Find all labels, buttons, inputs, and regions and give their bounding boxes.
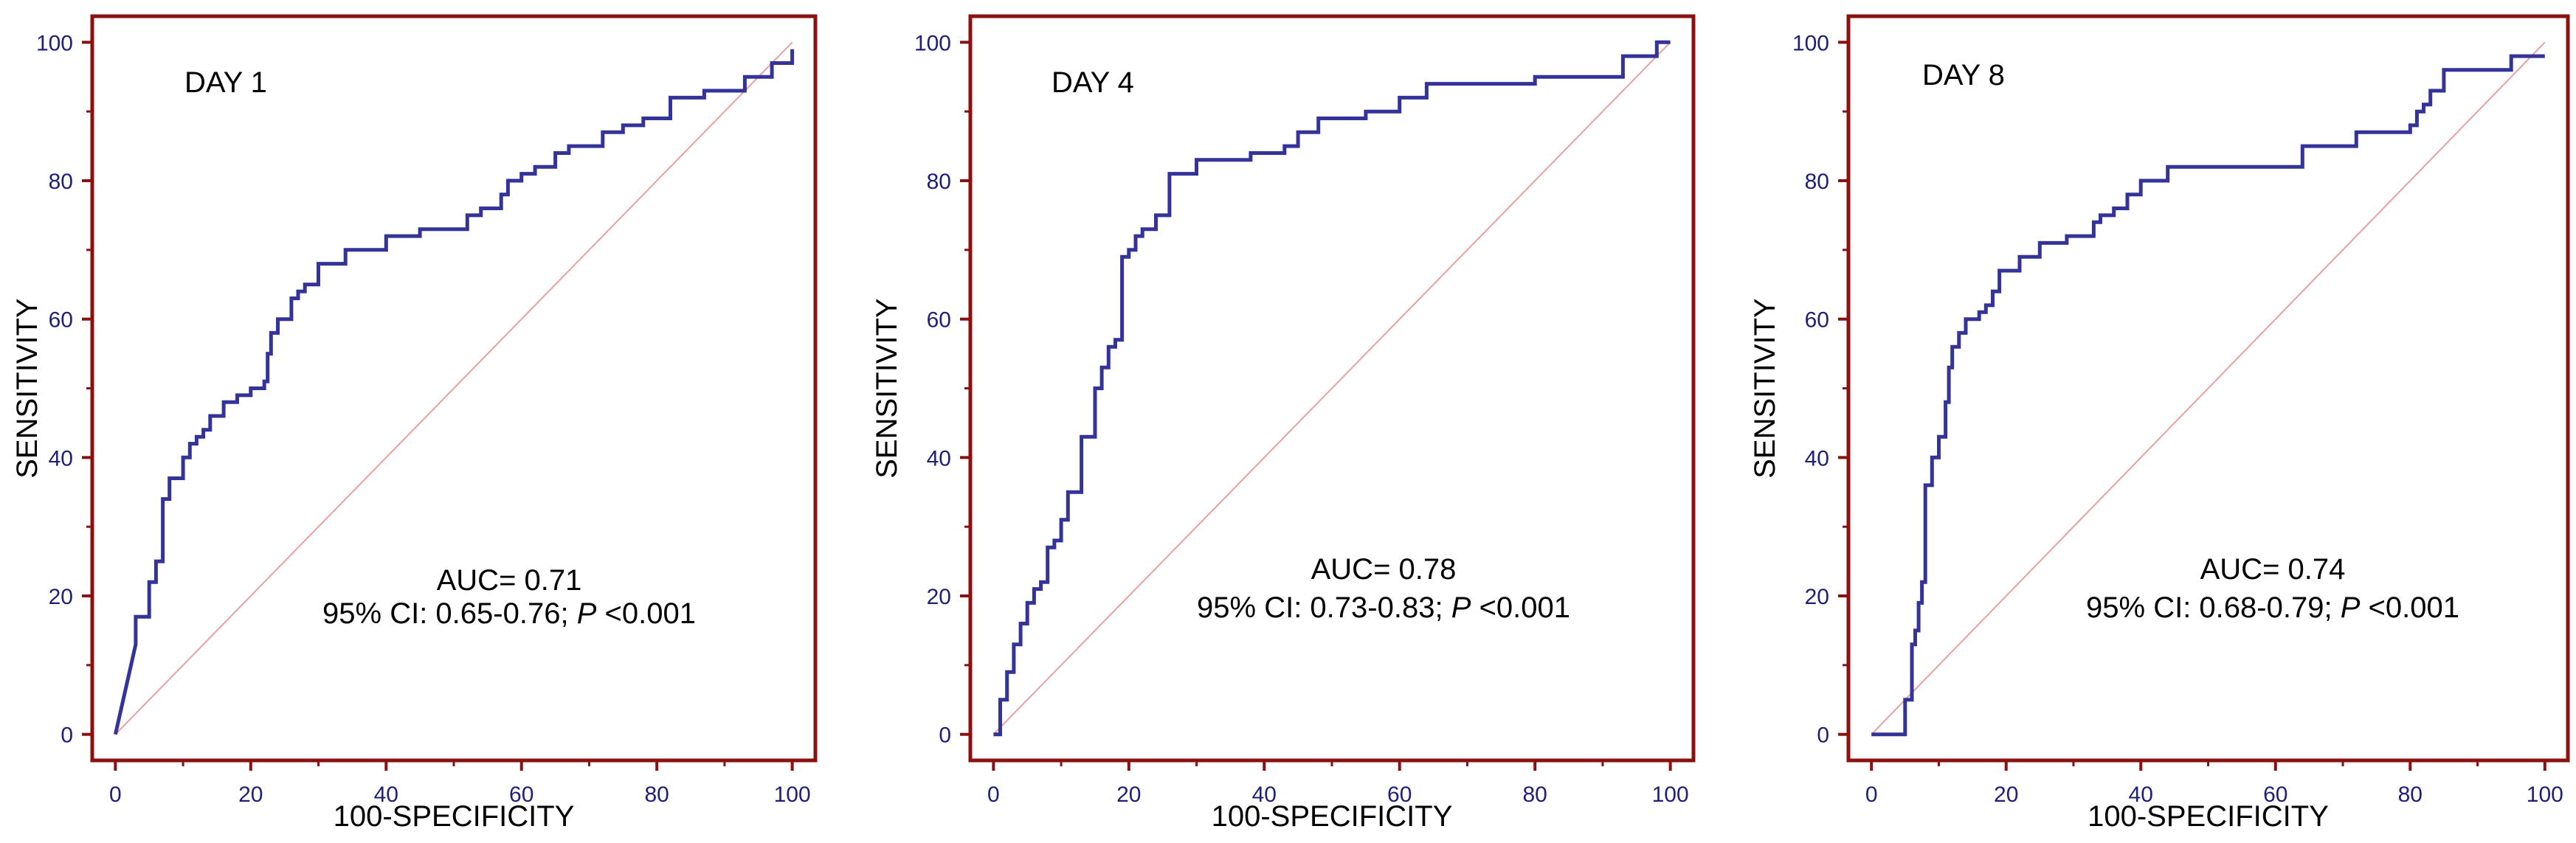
x-tick-label: 60 [1387,783,1412,807]
y-tick-label: 100 [36,31,73,55]
x-axis-label: 100-SPECIFICITY [1212,800,1453,833]
y-axis-label: SENSITIVITY [871,298,903,479]
y-tick-label: 20 [1805,585,1829,609]
roc-curve [993,40,1671,737]
panel-title: DAY 4 [1052,66,1134,99]
y-tick-label: 40 [49,446,73,471]
ci-text: 95% CI: 0.73-0.83; [1197,592,1451,624]
x-tick-label: 20 [1994,783,2018,807]
p-value: <0.001 [1471,592,1570,624]
panel-title: DAY 8 [1922,59,2005,91]
x-tick-label: 60 [509,783,533,807]
x-tick-label: 80 [2398,783,2423,807]
x-tick-label: 80 [644,783,669,807]
x-tick-label: 60 [2263,783,2287,807]
y-axis-label: SENSITIVITY [11,298,44,479]
auc-annotation: AUC= 0.74 [2200,553,2346,586]
reference-diagonal-line [1871,41,2546,735]
chart-panel-day-1: 0 20 40 60 80 100 0 20 40 60 80 100 100-SPECIFICITY S… [11,14,818,833]
p-symbol: P [577,597,597,630]
x-axis-label: 100-SPECIFICITY [2088,800,2329,833]
x-tick-label: 100 [2527,783,2563,807]
x-tick-label: 20 [238,783,263,807]
y-tick-label: 80 [927,170,951,194]
ci-annotation: 95% CI: 0.68-0.79; P <0.001 [2086,592,2459,624]
p-symbol: P [2341,592,2361,624]
y-tick-label: 100 [914,31,951,55]
y-tick-label: 80 [1805,170,1829,194]
x-tick-label: 80 [1522,783,1547,807]
y-tick-label: 0 [1817,724,1829,748]
chart-panel-day-4: 0 20 40 60 80 100 0 20 40 60 80 100 100-SPECIFICITY S… [871,14,1696,833]
p-value: <0.001 [2360,592,2459,624]
p-value: <0.001 [596,597,696,630]
x-tick-label: 20 [1116,783,1141,807]
auc-annotation: AUC= 0.78 [1311,553,1457,586]
y-tick-label: 100 [1792,31,1829,55]
y-tick-label: 60 [1805,308,1829,333]
x-tick-label: 0 [1865,783,1878,807]
x-tick-label: 100 [1652,783,1689,807]
ci-text: 95% CI: 0.68-0.79; [2086,592,2341,624]
y-tick-label: 40 [1805,446,1829,471]
y-tick-label: 60 [49,308,73,333]
x-tick-label: 40 [1252,783,1277,807]
reference-diagonal-line [114,41,793,735]
auc-annotation: AUC= 0.71 [437,564,582,597]
y-tick-label: 20 [927,585,951,609]
chart-panel-day-8: 0 20 40 60 80 100 0 20 40 60 80 100 100-SPECIFICITY S… [1749,14,2570,833]
ci-text: 95% CI: 0.65-0.76; [322,597,577,630]
ci-annotation: 95% CI: 0.65-0.76; P <0.001 [322,597,696,630]
x-tick-label: 0 [987,783,1000,807]
p-symbol: P [1451,592,1471,624]
ci-annotation: 95% CI: 0.73-0.83; P <0.001 [1197,592,1570,624]
y-tick-label: 80 [49,170,73,194]
y-tick-label: 60 [927,308,951,333]
y-tick-label: 20 [49,585,73,609]
x-axis-label: 100-SPECIFICITY [334,800,575,833]
x-tick-label: 0 [109,783,122,807]
y-tick-label: 0 [939,724,951,748]
y-axis-label: SENSITIVITY [1749,298,1781,479]
y-tick-label: 0 [61,724,73,748]
roc-curve [1871,54,2545,737]
x-tick-label: 40 [2129,783,2153,807]
y-tick-label: 40 [927,446,951,471]
x-tick-label: 100 [774,783,811,807]
roc-curve [113,49,795,735]
reference-diagonal-line [992,41,1671,735]
x-tick-label: 40 [374,783,398,807]
panel-title: DAY 1 [184,66,267,99]
